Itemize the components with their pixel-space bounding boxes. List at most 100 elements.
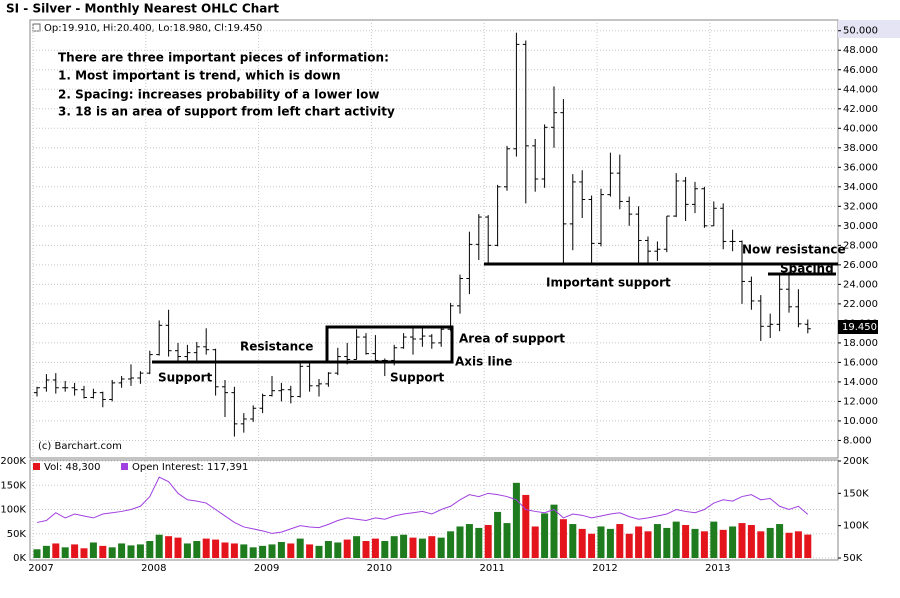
volume-bar — [400, 534, 408, 558]
volume-bar — [193, 541, 201, 558]
y-tick-label: 12.000 — [843, 396, 878, 407]
y2-tick-label: 200K — [843, 456, 869, 467]
annotation: 3. 18 is an area of support from left ch… — [58, 105, 395, 119]
volume-bar — [588, 533, 596, 558]
y-tick-label: 30.000 — [843, 221, 878, 232]
volume-bar — [437, 537, 445, 558]
volume-bar — [512, 482, 520, 558]
volume-bar — [353, 536, 361, 558]
volume-bar — [757, 531, 765, 558]
volume-bar — [371, 538, 379, 558]
volume-bar — [343, 539, 351, 558]
x-tick-label: 2012 — [592, 563, 617, 574]
volume-bar — [52, 543, 60, 558]
volume-bar — [409, 537, 417, 558]
y-tick-label: 8.000 — [843, 435, 872, 446]
volume-bar — [33, 549, 41, 558]
x-tick-label: 2013 — [705, 563, 730, 574]
y-tick-label: 28.000 — [843, 240, 878, 251]
last-price-label: 19.450 — [842, 322, 877, 333]
volume-bar — [296, 538, 304, 558]
volume-bar — [183, 543, 191, 558]
volume-bar — [89, 542, 97, 558]
volume-bar — [390, 536, 398, 558]
legend-ohlc: Op:19.910, Hi:20.400, Lo:18.980, Cl:19.4… — [44, 23, 262, 34]
volume-bar — [136, 544, 144, 558]
volume-bar — [221, 542, 229, 558]
price-panel — [29, 19, 839, 459]
volume-bar — [315, 545, 323, 558]
y-tick-label: 0K — [13, 553, 26, 564]
y2-tick-label: 50K — [843, 553, 863, 564]
volume-bar — [108, 547, 116, 558]
annotation: 2. Spacing: increases probability of a l… — [58, 88, 379, 102]
x-tick-label: 2011 — [479, 563, 504, 574]
support-box — [325, 325, 454, 364]
y-tick-label: 16.000 — [843, 357, 878, 368]
volume-bar — [804, 534, 812, 558]
volume-bar — [334, 542, 342, 558]
volume-bar — [776, 524, 784, 558]
volume-bar — [494, 511, 502, 558]
annotation: There are three important pieces of info… — [58, 51, 389, 65]
x-tick-label: 2008 — [141, 563, 166, 574]
volume-bar — [212, 539, 220, 558]
y-tick-label: 42.000 — [843, 104, 878, 115]
y-tick-label: 36.000 — [843, 162, 878, 173]
annotation: Axis line — [455, 355, 512, 369]
volume-bar — [381, 541, 389, 558]
volume-bar — [418, 538, 426, 558]
x-tick-label: 2010 — [367, 563, 392, 574]
volume-bar — [268, 544, 276, 558]
y-tick-label: 24.000 — [843, 279, 878, 290]
chart-title: SI - Silver - Monthly Nearest OHLC Chart — [6, 2, 279, 16]
volume-bar — [606, 528, 614, 558]
annotation: Support — [158, 371, 213, 385]
volume-bar — [569, 524, 577, 558]
volume-bar — [99, 545, 107, 558]
volume-bar — [644, 531, 652, 558]
volume-bar — [682, 525, 690, 558]
volume-bar — [42, 545, 50, 558]
volume-bar — [503, 523, 511, 558]
volume-bar — [306, 544, 314, 558]
volume-bar — [80, 548, 88, 558]
volume-bar — [71, 544, 79, 558]
volume-bar — [738, 523, 746, 558]
credit: (c) Barchart.com — [38, 441, 122, 452]
volume-bar — [785, 532, 793, 558]
y-tick-label: 34.000 — [843, 182, 878, 193]
volume-bar — [428, 536, 436, 558]
volume-bar — [729, 526, 737, 558]
volume-bar — [691, 528, 699, 558]
volume-bar — [635, 526, 643, 558]
volume-bar — [259, 545, 267, 558]
legend-swatch — [32, 23, 41, 32]
volume-bar — [475, 527, 483, 558]
volume-bar — [550, 504, 558, 558]
volume-bar — [531, 526, 539, 558]
volume-bar — [700, 531, 708, 558]
volume-bar — [766, 527, 774, 558]
x-tick-label: 2007 — [28, 563, 53, 574]
volume-bar — [616, 524, 624, 558]
volume-bar — [747, 525, 755, 558]
volume-bar — [465, 524, 473, 558]
volume-bar — [456, 526, 464, 558]
legend-entry: Vol: 48,300 — [44, 462, 101, 473]
axis-band — [838, 20, 900, 38]
volume-bar — [362, 541, 370, 558]
y2-tick-label: 150K — [843, 488, 869, 499]
x-tick-label: 2009 — [254, 563, 279, 574]
annotation: 1. Most important is trend, which is dow… — [58, 69, 341, 83]
volume-bar — [146, 541, 154, 558]
volume-bar — [61, 547, 69, 558]
oi-line — [36, 476, 809, 534]
volume-bar — [672, 521, 680, 558]
annotation: Now resistance — [742, 243, 846, 257]
volume-bar — [578, 528, 586, 558]
y-tick-label: 22.000 — [843, 299, 878, 310]
legend-swatch — [121, 463, 128, 470]
y-tick-label: 26.000 — [843, 260, 878, 271]
